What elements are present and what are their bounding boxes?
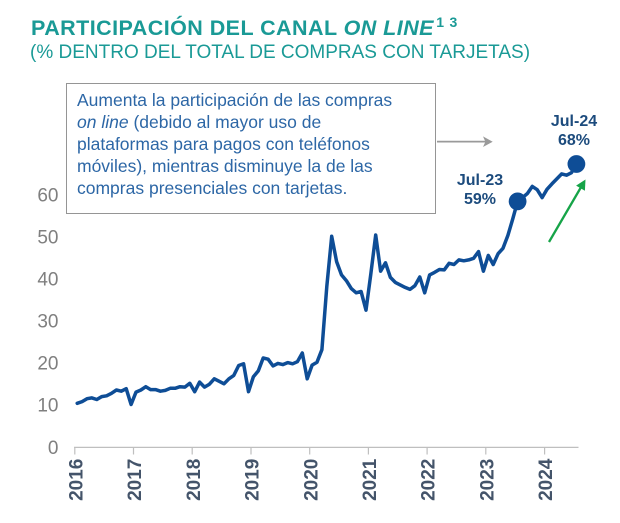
svg-text:30: 30: [37, 312, 58, 333]
svg-text:2021: 2021: [360, 458, 381, 501]
svg-text:2024: 2024: [536, 458, 557, 501]
svg-text:2023: 2023: [477, 459, 498, 501]
svg-text:2018: 2018: [184, 459, 205, 501]
svg-text:2019: 2019: [243, 459, 264, 501]
svg-text:2016: 2016: [66, 459, 87, 501]
svg-text:2020: 2020: [301, 459, 322, 501]
svg-text:20: 20: [37, 354, 58, 375]
svg-text:0: 0: [48, 438, 59, 459]
svg-text:50: 50: [37, 228, 58, 249]
svg-text:2022: 2022: [419, 459, 440, 501]
svg-text:2017: 2017: [125, 459, 146, 501]
svg-text:40: 40: [37, 270, 58, 291]
svg-text:10: 10: [37, 396, 58, 417]
svg-text:60: 60: [37, 186, 58, 207]
